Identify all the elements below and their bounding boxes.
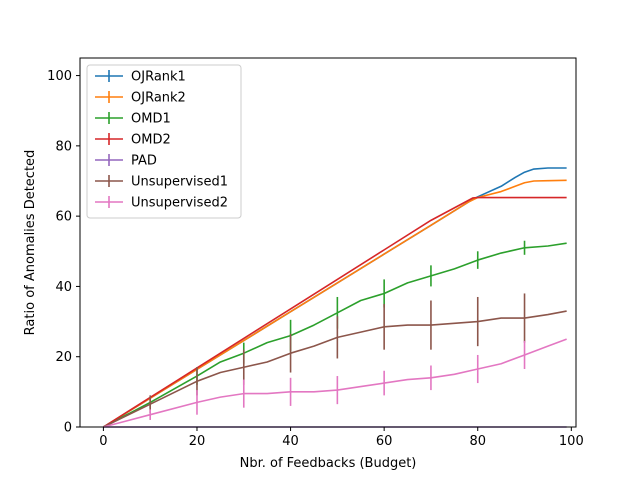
legend-label: Unsupervised1 [131, 175, 228, 190]
legend-item: OMD1 [95, 112, 171, 127]
legend: OJRank1 OJRank2 OMD1 OMD2 PAD Unsupervised1 Un… [86, 64, 242, 219]
legend-label: OMD2 [131, 133, 171, 148]
y-tick-label: 60 [55, 210, 72, 225]
series-line [103, 338, 567, 428]
x-tick-label: 100 [559, 434, 584, 449]
legend-item: OJRank1 [95, 70, 186, 85]
series-line [102, 179, 567, 428]
legend-label: OMD1 [131, 112, 171, 127]
series-line [103, 310, 567, 428]
y-axis-label: Ratio of Anomalies Detected [23, 150, 38, 336]
y-tick-label: 20 [55, 350, 72, 365]
legend-label: OJRank2 [131, 91, 186, 106]
y-tick-label: 100 [47, 69, 72, 84]
legend-label: OJRank1 [131, 70, 186, 85]
series-omd2 [102, 196, 567, 428]
y-tick-label: 0 [64, 421, 72, 436]
legend-box [86, 64, 242, 219]
x-tick-label: 20 [189, 434, 206, 449]
x-ticks: 0 20 40 60 80 100 [99, 427, 584, 449]
x-tick-label: 60 [376, 434, 393, 449]
legend-label: Unsupervised2 [131, 196, 228, 211]
x-tick-label: 40 [282, 434, 299, 449]
x-tick-label: 80 [469, 434, 486, 449]
series-line [103, 242, 567, 428]
y-ticks: 0 20 40 60 80 100 [47, 69, 80, 436]
series-ojrank2 [102, 179, 567, 428]
axes-frame [79, 57, 577, 428]
series-line [102, 196, 567, 428]
y-tick-label: 80 [55, 139, 72, 154]
legend-item: OJRank2 [95, 91, 186, 106]
y-tick-label: 40 [55, 280, 72, 295]
x-axis-label: Nbr. of Feedbacks (Budget) [240, 456, 417, 471]
x-tick-label: 0 [99, 434, 107, 449]
series-unsupervised2 [103, 338, 567, 428]
legend-item: Unsupervised1 [95, 175, 228, 190]
series-unsupervised1 [103, 293, 567, 428]
legend-item: Unsupervised2 [95, 196, 228, 211]
legend-label: PAD [131, 154, 157, 169]
legend-item: PAD [95, 154, 157, 169]
legend-item: OMD2 [95, 133, 171, 148]
